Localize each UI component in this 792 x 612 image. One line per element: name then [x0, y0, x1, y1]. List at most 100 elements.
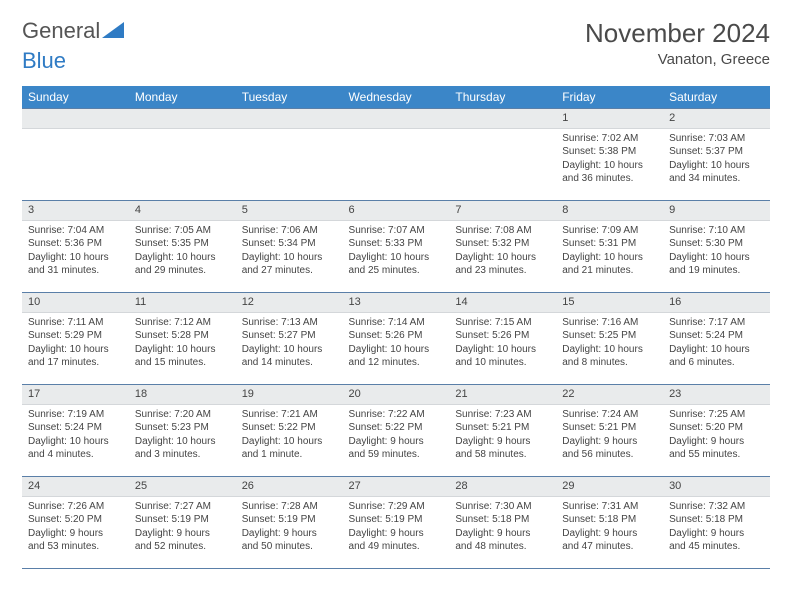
day-details: Sunrise: 7:32 AMSunset: 5:18 PMDaylight:…	[663, 497, 770, 558]
day-details: Sunrise: 7:25 AMSunset: 5:20 PMDaylight:…	[663, 405, 770, 466]
day-detail-line: Daylight: 10 hours	[28, 435, 123, 449]
day-detail-line: and 45 minutes.	[669, 540, 764, 554]
day-detail-line: Sunset: 5:24 PM	[669, 329, 764, 343]
day-detail-line: Sunset: 5:18 PM	[562, 513, 657, 527]
weekday-header: Friday	[556, 86, 663, 109]
day-number: 27	[343, 477, 450, 497]
day-number: 28	[449, 477, 556, 497]
day-detail-line: and 52 minutes.	[135, 540, 230, 554]
day-detail-line: Sunrise: 7:30 AM	[455, 500, 550, 514]
day-detail-line: and 55 minutes.	[669, 448, 764, 462]
day-detail-line: Daylight: 9 hours	[349, 435, 444, 449]
day-detail-line: Sunset: 5:32 PM	[455, 237, 550, 251]
calendar-week-row: 10Sunrise: 7:11 AMSunset: 5:29 PMDayligh…	[22, 293, 770, 385]
day-detail-line: Sunrise: 7:32 AM	[669, 500, 764, 514]
calendar-day-cell: 4Sunrise: 7:05 AMSunset: 5:35 PMDaylight…	[129, 201, 236, 293]
day-detail-line: Sunrise: 7:21 AM	[242, 408, 337, 422]
day-detail-line: Daylight: 9 hours	[562, 527, 657, 541]
day-details: Sunrise: 7:05 AMSunset: 5:35 PMDaylight:…	[129, 221, 236, 282]
day-detail-line: Sunset: 5:29 PM	[28, 329, 123, 343]
day-detail-line: and 56 minutes.	[562, 448, 657, 462]
calendar-day-cell: 7Sunrise: 7:08 AMSunset: 5:32 PMDaylight…	[449, 201, 556, 293]
day-details: Sunrise: 7:22 AMSunset: 5:22 PMDaylight:…	[343, 405, 450, 466]
day-detail-line: Sunrise: 7:14 AM	[349, 316, 444, 330]
day-detail-line: Daylight: 10 hours	[349, 343, 444, 357]
calendar-day-cell: 23Sunrise: 7:25 AMSunset: 5:20 PMDayligh…	[663, 385, 770, 477]
day-detail-line: Sunset: 5:36 PM	[28, 237, 123, 251]
day-detail-line: and 1 minute.	[242, 448, 337, 462]
day-detail-line: Sunrise: 7:23 AM	[455, 408, 550, 422]
day-detail-line: Daylight: 9 hours	[28, 527, 123, 541]
day-detail-line: Sunrise: 7:27 AM	[135, 500, 230, 514]
day-detail-line: Sunset: 5:38 PM	[562, 145, 657, 159]
day-details: Sunrise: 7:17 AMSunset: 5:24 PMDaylight:…	[663, 313, 770, 374]
calendar-day-cell: 10Sunrise: 7:11 AMSunset: 5:29 PMDayligh…	[22, 293, 129, 385]
day-details: Sunrise: 7:21 AMSunset: 5:22 PMDaylight:…	[236, 405, 343, 466]
day-number: 15	[556, 293, 663, 313]
day-detail-line: Sunset: 5:19 PM	[349, 513, 444, 527]
day-number: 5	[236, 201, 343, 221]
day-details: Sunrise: 7:10 AMSunset: 5:30 PMDaylight:…	[663, 221, 770, 282]
day-detail-line: Sunset: 5:34 PM	[242, 237, 337, 251]
day-detail-line: Sunset: 5:20 PM	[28, 513, 123, 527]
day-detail-line: Daylight: 10 hours	[669, 343, 764, 357]
day-detail-line: Daylight: 10 hours	[562, 251, 657, 265]
day-detail-line: Daylight: 10 hours	[669, 251, 764, 265]
day-number: 2	[663, 109, 770, 129]
day-number-blank	[449, 109, 556, 129]
calendar-day-cell: 5Sunrise: 7:06 AMSunset: 5:34 PMDaylight…	[236, 201, 343, 293]
day-detail-line: Sunset: 5:24 PM	[28, 421, 123, 435]
calendar-day-cell: 29Sunrise: 7:31 AMSunset: 5:18 PMDayligh…	[556, 477, 663, 569]
day-details: Sunrise: 7:03 AMSunset: 5:37 PMDaylight:…	[663, 129, 770, 190]
day-number: 23	[663, 385, 770, 405]
weekday-header: Tuesday	[236, 86, 343, 109]
calendar-day-cell: 3Sunrise: 7:04 AMSunset: 5:36 PMDaylight…	[22, 201, 129, 293]
day-detail-line: Sunset: 5:18 PM	[669, 513, 764, 527]
day-detail-line: Daylight: 10 hours	[455, 343, 550, 357]
day-detail-line: Sunset: 5:25 PM	[562, 329, 657, 343]
day-detail-line: Sunrise: 7:11 AM	[28, 316, 123, 330]
day-detail-line: and 29 minutes.	[135, 264, 230, 278]
day-details: Sunrise: 7:13 AMSunset: 5:27 PMDaylight:…	[236, 313, 343, 374]
day-detail-line: Sunrise: 7:03 AM	[669, 132, 764, 146]
day-detail-line: Sunset: 5:30 PM	[669, 237, 764, 251]
weekday-header-row: SundayMondayTuesdayWednesdayThursdayFrid…	[22, 86, 770, 109]
day-detail-line: Sunset: 5:35 PM	[135, 237, 230, 251]
day-detail-line: Sunset: 5:19 PM	[135, 513, 230, 527]
day-detail-line: Sunset: 5:21 PM	[562, 421, 657, 435]
day-detail-line: Daylight: 9 hours	[242, 527, 337, 541]
calendar-day-cell: 26Sunrise: 7:28 AMSunset: 5:19 PMDayligh…	[236, 477, 343, 569]
day-detail-line: and 34 minutes.	[669, 172, 764, 186]
calendar-day-cell: 9Sunrise: 7:10 AMSunset: 5:30 PMDaylight…	[663, 201, 770, 293]
day-detail-line: Sunrise: 7:26 AM	[28, 500, 123, 514]
day-detail-line: Daylight: 9 hours	[455, 435, 550, 449]
day-detail-line: Sunset: 5:26 PM	[349, 329, 444, 343]
day-details: Sunrise: 7:20 AMSunset: 5:23 PMDaylight:…	[129, 405, 236, 466]
calendar-day-cell: 14Sunrise: 7:15 AMSunset: 5:26 PMDayligh…	[449, 293, 556, 385]
day-number: 10	[22, 293, 129, 313]
day-detail-line: and 17 minutes.	[28, 356, 123, 370]
calendar-week-row: 3Sunrise: 7:04 AMSunset: 5:36 PMDaylight…	[22, 201, 770, 293]
day-detail-line: Daylight: 9 hours	[455, 527, 550, 541]
day-detail-line: Sunset: 5:23 PM	[135, 421, 230, 435]
calendar-day-cell: 8Sunrise: 7:09 AMSunset: 5:31 PMDaylight…	[556, 201, 663, 293]
day-number: 21	[449, 385, 556, 405]
calendar-day-cell	[236, 109, 343, 201]
day-number-blank	[22, 109, 129, 129]
day-details: Sunrise: 7:29 AMSunset: 5:19 PMDaylight:…	[343, 497, 450, 558]
day-detail-line: Sunrise: 7:29 AM	[349, 500, 444, 514]
day-detail-line: and 47 minutes.	[562, 540, 657, 554]
day-number: 20	[343, 385, 450, 405]
day-detail-line: Sunrise: 7:09 AM	[562, 224, 657, 238]
logo-triangle-icon	[102, 22, 124, 40]
day-number: 8	[556, 201, 663, 221]
calendar-day-cell: 13Sunrise: 7:14 AMSunset: 5:26 PMDayligh…	[343, 293, 450, 385]
day-detail-line: and 59 minutes.	[349, 448, 444, 462]
calendar-day-cell: 25Sunrise: 7:27 AMSunset: 5:19 PMDayligh…	[129, 477, 236, 569]
day-number: 19	[236, 385, 343, 405]
day-detail-line: Daylight: 10 hours	[349, 251, 444, 265]
day-details: Sunrise: 7:11 AMSunset: 5:29 PMDaylight:…	[22, 313, 129, 374]
day-detail-line: Sunrise: 7:08 AM	[455, 224, 550, 238]
day-details: Sunrise: 7:15 AMSunset: 5:26 PMDaylight:…	[449, 313, 556, 374]
day-detail-line: Sunrise: 7:04 AM	[28, 224, 123, 238]
